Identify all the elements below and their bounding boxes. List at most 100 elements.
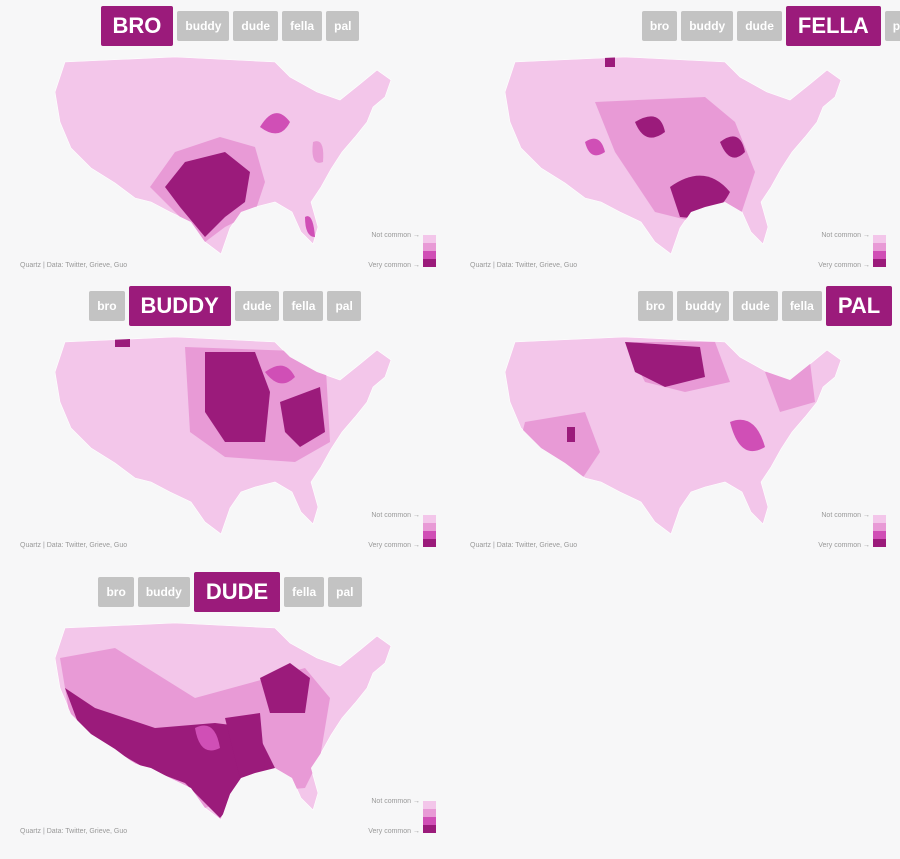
tab[interactable]: BRO xyxy=(100,6,174,46)
region xyxy=(720,136,745,158)
region xyxy=(567,427,575,442)
legend-swatch xyxy=(423,523,436,531)
tab[interactable]: pal xyxy=(884,11,900,41)
tab-bar: bro buddy DUDE fella pal xyxy=(0,572,450,612)
tab[interactable]: bro xyxy=(641,11,678,41)
tab[interactable]: FELLA xyxy=(785,6,881,46)
legend: Not common → Very common → xyxy=(360,512,440,552)
legend-low: Not common → xyxy=(821,232,870,239)
region xyxy=(605,57,615,67)
legend-swatch xyxy=(423,515,436,523)
legend-high: Very common → xyxy=(368,262,420,269)
tab[interactable]: fella xyxy=(284,577,325,607)
legend-swatch xyxy=(873,539,886,547)
legend-swatch xyxy=(423,801,436,809)
region xyxy=(205,352,270,442)
tab[interactable]: buddy xyxy=(677,291,730,321)
tab-bar: bro buddy dude fella PAL xyxy=(450,286,900,326)
credit: Quartz | Data: Twitter, Grieve, Guo xyxy=(20,262,128,269)
legend-swatch xyxy=(423,235,436,243)
us-map xyxy=(505,56,842,255)
legend: Not common → Very common → xyxy=(810,232,890,272)
legend-swatch xyxy=(873,235,886,243)
us-map xyxy=(55,56,392,255)
us-map xyxy=(55,336,392,535)
legend-swatch xyxy=(423,825,436,833)
region xyxy=(625,342,705,387)
map-panel: brobuddydudeFELLApal Quartz | Data: Twitt… xyxy=(450,0,900,284)
region xyxy=(260,113,290,134)
legend-low: Not common → xyxy=(371,798,420,805)
region xyxy=(260,663,310,713)
legend-high: Very common → xyxy=(368,542,420,549)
tab[interactable]: buddy xyxy=(137,577,190,607)
credit: Quartz | Data: Twitter, Grieve, Guo xyxy=(470,262,578,269)
legend-low: Not common → xyxy=(821,512,870,519)
legend-swatch xyxy=(423,539,436,547)
region xyxy=(730,419,765,452)
legend-swatch xyxy=(423,259,436,267)
legend: Not common → Very common → xyxy=(360,232,440,272)
region xyxy=(280,387,325,447)
tab[interactable]: dude xyxy=(737,11,782,41)
tab[interactable]: PAL xyxy=(825,286,893,326)
region xyxy=(195,725,220,751)
credit: Quartz | Data: Twitter, Grieve, Guo xyxy=(470,542,578,549)
legend-swatch xyxy=(873,515,886,523)
region xyxy=(312,141,324,163)
map-panel: bro buddy DUDE fella pal Quartz | Data: Twitt… xyxy=(0,566,450,850)
region xyxy=(65,688,275,818)
region xyxy=(635,116,665,138)
map-panel: BRO buddy dude fella pal Quartz | Data: Twitt… xyxy=(0,0,450,284)
tab-bar: BRO buddy dude fella pal xyxy=(0,6,450,46)
legend-swatch xyxy=(873,259,886,267)
legend-low: Not common → xyxy=(371,512,420,519)
legend: Not common → Very common → xyxy=(810,512,890,552)
legend-swatch xyxy=(873,523,886,531)
legend-swatch xyxy=(873,243,886,251)
legend-swatch xyxy=(873,531,886,539)
legend-swatch xyxy=(423,251,436,259)
credit: Quartz | Data: Twitter, Grieve, Guo xyxy=(20,828,128,835)
region xyxy=(225,713,265,778)
tab[interactable]: pal xyxy=(327,291,361,321)
us-map xyxy=(55,622,392,821)
tab[interactable]: BUDDY xyxy=(128,286,231,326)
legend-high: Very common → xyxy=(818,262,870,269)
region xyxy=(305,216,315,237)
legend-swatch xyxy=(873,251,886,259)
legend-high: Very common → xyxy=(368,828,420,835)
tab[interactable]: dude xyxy=(733,291,778,321)
us-map xyxy=(505,336,842,535)
credit: Quartz | Data: Twitter, Grieve, Guo xyxy=(20,542,128,549)
legend-swatch xyxy=(423,243,436,251)
tab[interactable]: fella xyxy=(781,291,822,321)
legend-swatch xyxy=(423,817,436,825)
tab[interactable]: fella xyxy=(282,11,323,41)
tab[interactable]: bro xyxy=(637,291,674,321)
tab[interactable]: DUDE xyxy=(193,572,281,612)
legend-swatch xyxy=(423,809,436,817)
tab-bar: bro BUDDY dude fella pal xyxy=(0,286,450,326)
legend-low: Not common → xyxy=(371,232,420,239)
tab[interactable]: buddy xyxy=(177,11,230,41)
tab[interactable]: bro xyxy=(98,577,134,607)
tab[interactable]: dude xyxy=(234,291,280,321)
legend-high: Very common → xyxy=(818,542,870,549)
legend: Not common → Very common → xyxy=(360,798,440,838)
tab-bar: brobuddydudeFELLApal xyxy=(450,6,900,46)
tab[interactable]: bro xyxy=(89,291,125,321)
map-panel: bro buddy dude fella PAL Quartz | Data: Twitt… xyxy=(450,280,900,564)
tab[interactable]: fella xyxy=(283,291,324,321)
legend-swatch xyxy=(423,531,436,539)
tab[interactable]: dude xyxy=(233,11,279,41)
tab[interactable]: pal xyxy=(326,11,360,41)
map-panel: bro BUDDY dude fella pal Quartz | Data: Twitt… xyxy=(0,280,450,564)
region xyxy=(585,138,605,156)
region xyxy=(265,365,295,384)
region xyxy=(115,337,130,347)
tab[interactable]: pal xyxy=(328,577,362,607)
region xyxy=(165,152,250,237)
tab[interactable]: buddy xyxy=(681,11,734,41)
